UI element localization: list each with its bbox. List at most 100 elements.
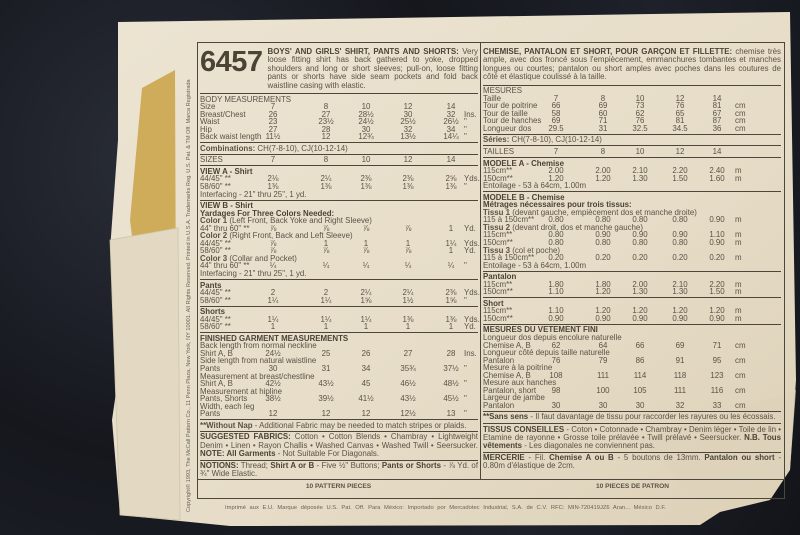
table-section: Shorts 44/45" ** 1¼ 1¼ 1¼ 1⅜ 1⅜ Yds. 58/60" ** 1 1… — [200, 305, 480, 333]
row-value: ⅞ — [269, 246, 277, 256]
row-value: 0.80 — [632, 237, 648, 247]
row-value: ⅞ — [362, 223, 370, 233]
row-unit: Yd. — [464, 322, 476, 332]
row-value: 76 — [551, 355, 561, 365]
row-unit: " — [464, 295, 467, 305]
row-value: 7 — [270, 102, 276, 112]
text-span: (Collar and Pocket) — [227, 253, 297, 263]
section-heading: MESURES DU VETEMENT FINI — [483, 325, 598, 335]
row-value: 118 — [673, 370, 687, 380]
table-row: 58/60" ** 1 1 1 1 1 Yd. — [200, 323, 478, 331]
row-value: 37½ — [443, 364, 459, 374]
row-value: 2.20 — [672, 166, 688, 176]
row-label: 58/60" ** — [200, 246, 231, 256]
row-value: 1.60 — [709, 173, 725, 183]
row-value: 1¼ — [320, 314, 332, 324]
table-row: Hip 27 28 30 32 34 " — [200, 124, 478, 134]
row-label: Pants — [200, 409, 221, 419]
table-section: MERCERIE - Fil. Chemise A ou B - 5 bouto… — [483, 451, 781, 472]
row-value: 27 — [321, 109, 331, 119]
row-value: 65 — [675, 108, 685, 118]
row-unit: Yds. — [464, 174, 480, 184]
row-unit: Yds. — [464, 288, 480, 298]
row-value: 2 — [323, 288, 329, 298]
pieces-box — [197, 480, 785, 499]
row-value: 31 — [321, 364, 331, 374]
row-value: 25½ — [400, 117, 416, 127]
table-row: Back waist length 11½ 12 12¾ 13½ 14¼ " — [200, 133, 478, 141]
row-value: 34 — [446, 124, 456, 134]
row-label: Pantalon — [483, 400, 515, 410]
note-text: Mesure à la poitrine — [483, 363, 553, 373]
table-row: 115cm** 0.80 0.90 0.90 0.90 1.10 m — [483, 231, 781, 239]
row-label: Shirt A, B — [200, 348, 233, 358]
row-label: 44/45" ** — [200, 238, 231, 248]
text-span: - 5 boutons de 13mm. — [613, 453, 705, 463]
row-value: 1.50 — [709, 287, 725, 297]
row-value: 98 — [551, 385, 561, 395]
row-value: ¼ — [269, 261, 277, 271]
table-row: Breast/Chest 26 27 28½ 30 32 Ins. — [200, 109, 478, 119]
row-value: 24½ — [358, 117, 374, 127]
row-value: 0.80 — [672, 215, 688, 225]
table-section: **Without Nap - Additional Fabric may be… — [200, 419, 478, 431]
text-span: - Five ½" Buttons; — [314, 461, 382, 471]
row-value: 105 — [633, 385, 647, 395]
row-value: 1⅜ — [267, 182, 279, 191]
table-row: Waist 23 23½ 24½ 25½ 26½ " — [200, 118, 478, 126]
row-value: 69 — [598, 101, 608, 111]
row-unit: " — [464, 132, 467, 142]
row-value: 32 — [403, 124, 413, 134]
row-unit: cm — [735, 116, 746, 126]
row-value: 1⅜ — [445, 314, 457, 324]
row-value: 86 — [635, 355, 645, 365]
row-value: ⅞ — [269, 223, 277, 233]
row-label: 58/60" ** — [200, 295, 231, 305]
table-row: Shirt A, B 42½ 43½ 45 46½ 48½ " — [200, 380, 478, 388]
pattern-number: 6457 — [200, 46, 263, 78]
row-unit: " — [464, 409, 467, 419]
bold-label: NOTE: All Garments — [200, 448, 276, 458]
row-value: 2.40 — [709, 166, 725, 176]
row-value: 29.5 — [548, 123, 564, 133]
table-row: Pants 12 12 12 12½ 13 " — [200, 410, 478, 418]
section-heading: Yardages For Three Colors Needed: — [200, 208, 335, 218]
row-value: 71 — [712, 340, 722, 350]
row-label: Waist — [200, 117, 220, 127]
table-row: 44/45" ** ⅞ 1 1 1 1¼ Yds. — [200, 238, 480, 248]
table-section: **Sans sens - Il faut davantage de tissu… — [483, 410, 781, 423]
row-value: 11½ — [265, 132, 281, 142]
row-value: 0.90 — [632, 230, 648, 240]
row-value: 1.10 — [709, 230, 725, 240]
row-value: 123 — [710, 370, 724, 380]
row-unit: m — [735, 306, 742, 316]
table-row: 44" thru 60" ** ¼ ¼ ¼ ¼ ¼ " — [200, 262, 478, 270]
row-label: SIZES — [200, 155, 223, 165]
row-label: 115 à 150cm** — [483, 253, 535, 263]
row-value: 43½ — [318, 379, 334, 389]
row-unit: m — [735, 215, 742, 225]
row-value: 1 — [448, 223, 454, 233]
bold-label: **Sans sens — [483, 412, 529, 422]
row-value: 12 — [403, 102, 413, 112]
text-span: (devant gauche, empiècement dos et manch… — [510, 207, 697, 217]
row-value: 1.20 — [595, 287, 611, 297]
bold-label: Color 2 — [200, 231, 228, 241]
row-value: 1 — [363, 322, 369, 332]
row-value: 1¼ — [267, 314, 279, 324]
row-value: 30 — [361, 124, 371, 134]
row-label: 115cm** — [483, 166, 513, 176]
row-value: 60 — [598, 108, 608, 118]
bold-label: Pantalon ou short — [704, 453, 775, 463]
row-value: 2¼ — [360, 288, 372, 298]
row-value: 0.80 — [548, 215, 564, 225]
row-value: 1.20 — [709, 306, 725, 316]
row-value: 1.20 — [595, 173, 611, 183]
row-value: 33 — [712, 400, 722, 410]
row-value: 0.20 — [632, 253, 648, 263]
row-value: 43½ — [400, 394, 416, 404]
section-heading: Pantalon — [483, 272, 517, 282]
row-value: 30 — [403, 109, 413, 119]
row-value: 39½ — [318, 394, 334, 404]
text-span: - Not Suitable For Diagonals. — [275, 448, 380, 458]
